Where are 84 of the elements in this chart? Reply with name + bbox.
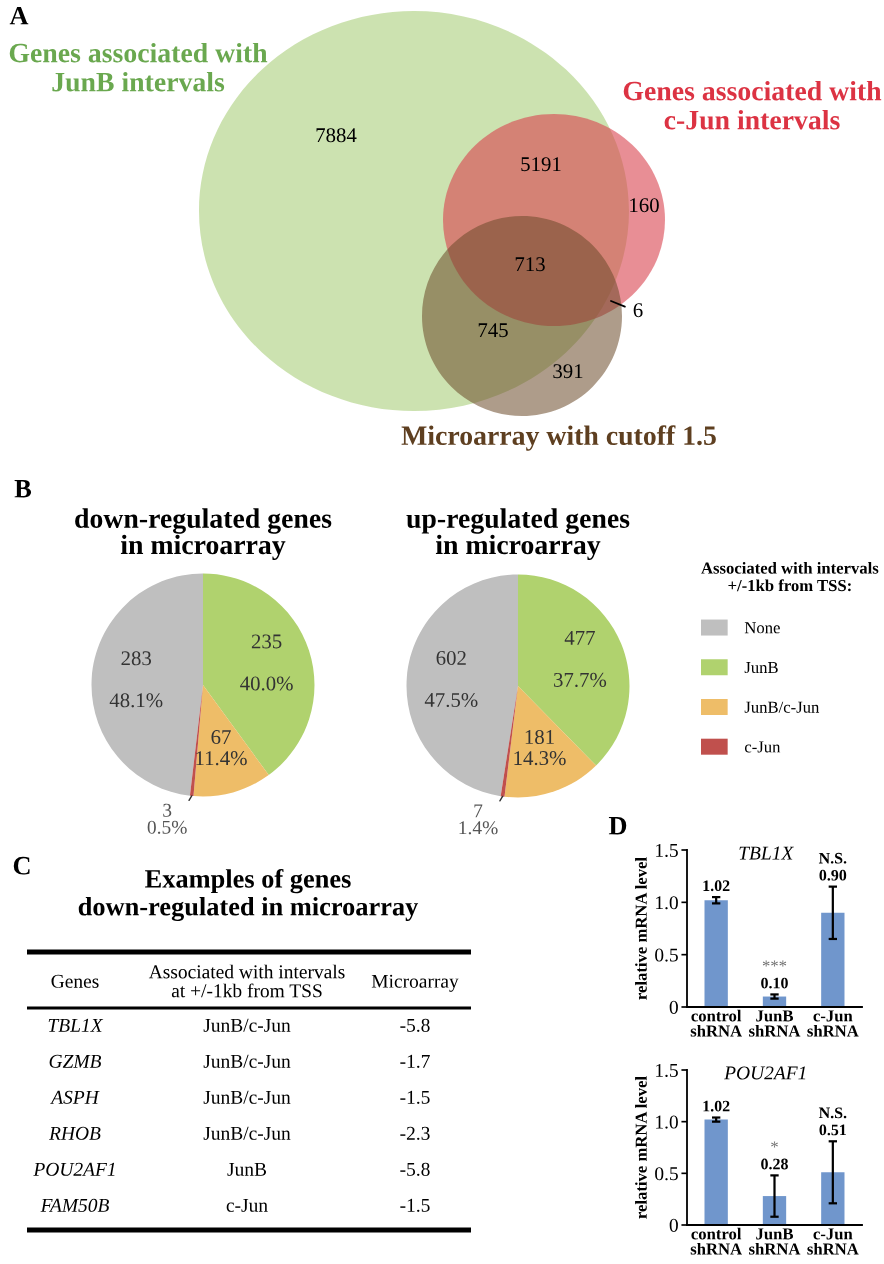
text: Genes associated with JunB intervals	[9, 42, 268, 92]
y-tick-label: 1.5	[656, 843, 678, 858]
text: JunB/c-Jun	[203, 1054, 291, 1068]
text: JunB/c-Jun	[203, 1018, 291, 1032]
y-tick-label: 0	[669, 1000, 678, 1014]
category-label: GZMB	[49, 1054, 102, 1068]
bar	[704, 1119, 728, 1225]
chart-title: POU2AF1	[724, 1066, 806, 1080]
text: Genes	[51, 974, 99, 988]
y-tick-label: 0.5	[655, 1167, 678, 1181]
legend-label: c-Jun	[744, 741, 781, 753]
annotation: ***	[762, 960, 787, 967]
legend-title: Associated with intervals +/-1kb from TSS:	[701, 562, 879, 592]
text: Associated with intervals at +/-1kb from TSS	[148, 964, 345, 998]
x-tick-label: c-Jun shRNA	[807, 1010, 859, 1037]
text: JunB/c-Jun	[203, 1090, 291, 1104]
data-label: 7884	[316, 128, 357, 143]
category-label: FAM50B	[40, 1198, 109, 1212]
text: C	[13, 856, 30, 875]
chart-title: TBL1X	[739, 846, 794, 860]
data-label: 181 14.3%	[514, 729, 566, 766]
x-tick-label: JunB shRNA	[749, 1010, 801, 1037]
y-tick-label: 1.0	[656, 896, 678, 910]
data-label: -2.3	[400, 1126, 430, 1140]
data-label: 0.51	[819, 1124, 846, 1136]
text: c-Jun	[226, 1198, 268, 1212]
data-label: 745	[478, 323, 508, 338]
chart-title: down-regulated genes in microarray	[75, 508, 332, 560]
text: 283 48.1%	[109, 651, 163, 708]
legend-label: None	[744, 622, 780, 634]
category-label: ASPH	[50, 1090, 100, 1104]
x-tick-label: control shRNA	[690, 1227, 742, 1255]
data-label: 0.28	[761, 1158, 788, 1170]
y-tick-label: 0	[669, 1218, 678, 1232]
data-label: 6	[633, 303, 643, 318]
data-label: 1.02	[703, 1100, 730, 1112]
bar	[821, 1172, 845, 1225]
data-label: 5191	[521, 157, 561, 172]
text: JunB/c-Jun	[203, 1126, 291, 1140]
text: D	[608, 817, 627, 835]
annotation: N.S.	[818, 852, 847, 864]
y-axis-title: relative mRNA level	[635, 857, 647, 1000]
data-label: 3 0.5%	[147, 803, 187, 834]
y-tick-label: 1.5	[656, 1063, 678, 1078]
category-label: POU2AF1	[33, 1162, 115, 1176]
data-label: -1.5	[400, 1090, 430, 1104]
chart-title: up-regulated genes in microarray	[406, 508, 630, 560]
data-label: 67 11.4%	[196, 730, 247, 766]
text: Microarray with cutoff 1.5	[401, 425, 716, 451]
x-tick-label: control shRNA	[690, 1009, 742, 1037]
data-label: 713	[515, 257, 545, 272]
legend-label: JunB/c-Jun	[744, 701, 820, 713]
text: Microarray	[371, 974, 459, 992]
text: Genes associated with c-Jun intervals	[623, 80, 882, 130]
text: 602 47.5%	[424, 650, 478, 708]
text: 477 37.7%	[554, 630, 607, 687]
pie-slice	[504, 686, 597, 798]
bar	[704, 900, 728, 1007]
x-tick-label: JunB shRNA	[749, 1228, 801, 1255]
text: A	[9, 6, 29, 25]
category-label: TBL1X	[48, 1018, 104, 1032]
annotation: *	[771, 1141, 778, 1148]
category-label: RHOB	[48, 1126, 101, 1140]
data-label: -1.7	[400, 1054, 430, 1068]
data-label: 1.02	[703, 880, 730, 892]
y-axis-title: relative mRNA level	[635, 1076, 647, 1219]
data-label: 160	[630, 198, 659, 213]
data-label: 0.90	[819, 869, 847, 881]
text: 235 40.0%	[240, 634, 293, 691]
data-label: 391	[553, 364, 583, 379]
data-label: -5.8	[400, 1018, 430, 1032]
data-label: 7 1.4%	[459, 804, 498, 835]
y-tick-label: 0.5	[655, 948, 678, 962]
data-label: -5.8	[400, 1162, 430, 1176]
text: Examples of genes down-regulated in microarray	[78, 868, 419, 922]
data-label: -1.5	[400, 1198, 430, 1212]
annotation: N.S.	[818, 1107, 847, 1119]
bar	[821, 912, 845, 1007]
legend-label: JunB	[744, 662, 778, 674]
y-tick-label: 1.0	[656, 1115, 678, 1129]
data-label: 0.10	[761, 977, 788, 989]
text: JunB	[227, 1162, 267, 1176]
x-tick-label: c-Jun shRNA	[807, 1228, 859, 1255]
text: B	[14, 480, 32, 498]
